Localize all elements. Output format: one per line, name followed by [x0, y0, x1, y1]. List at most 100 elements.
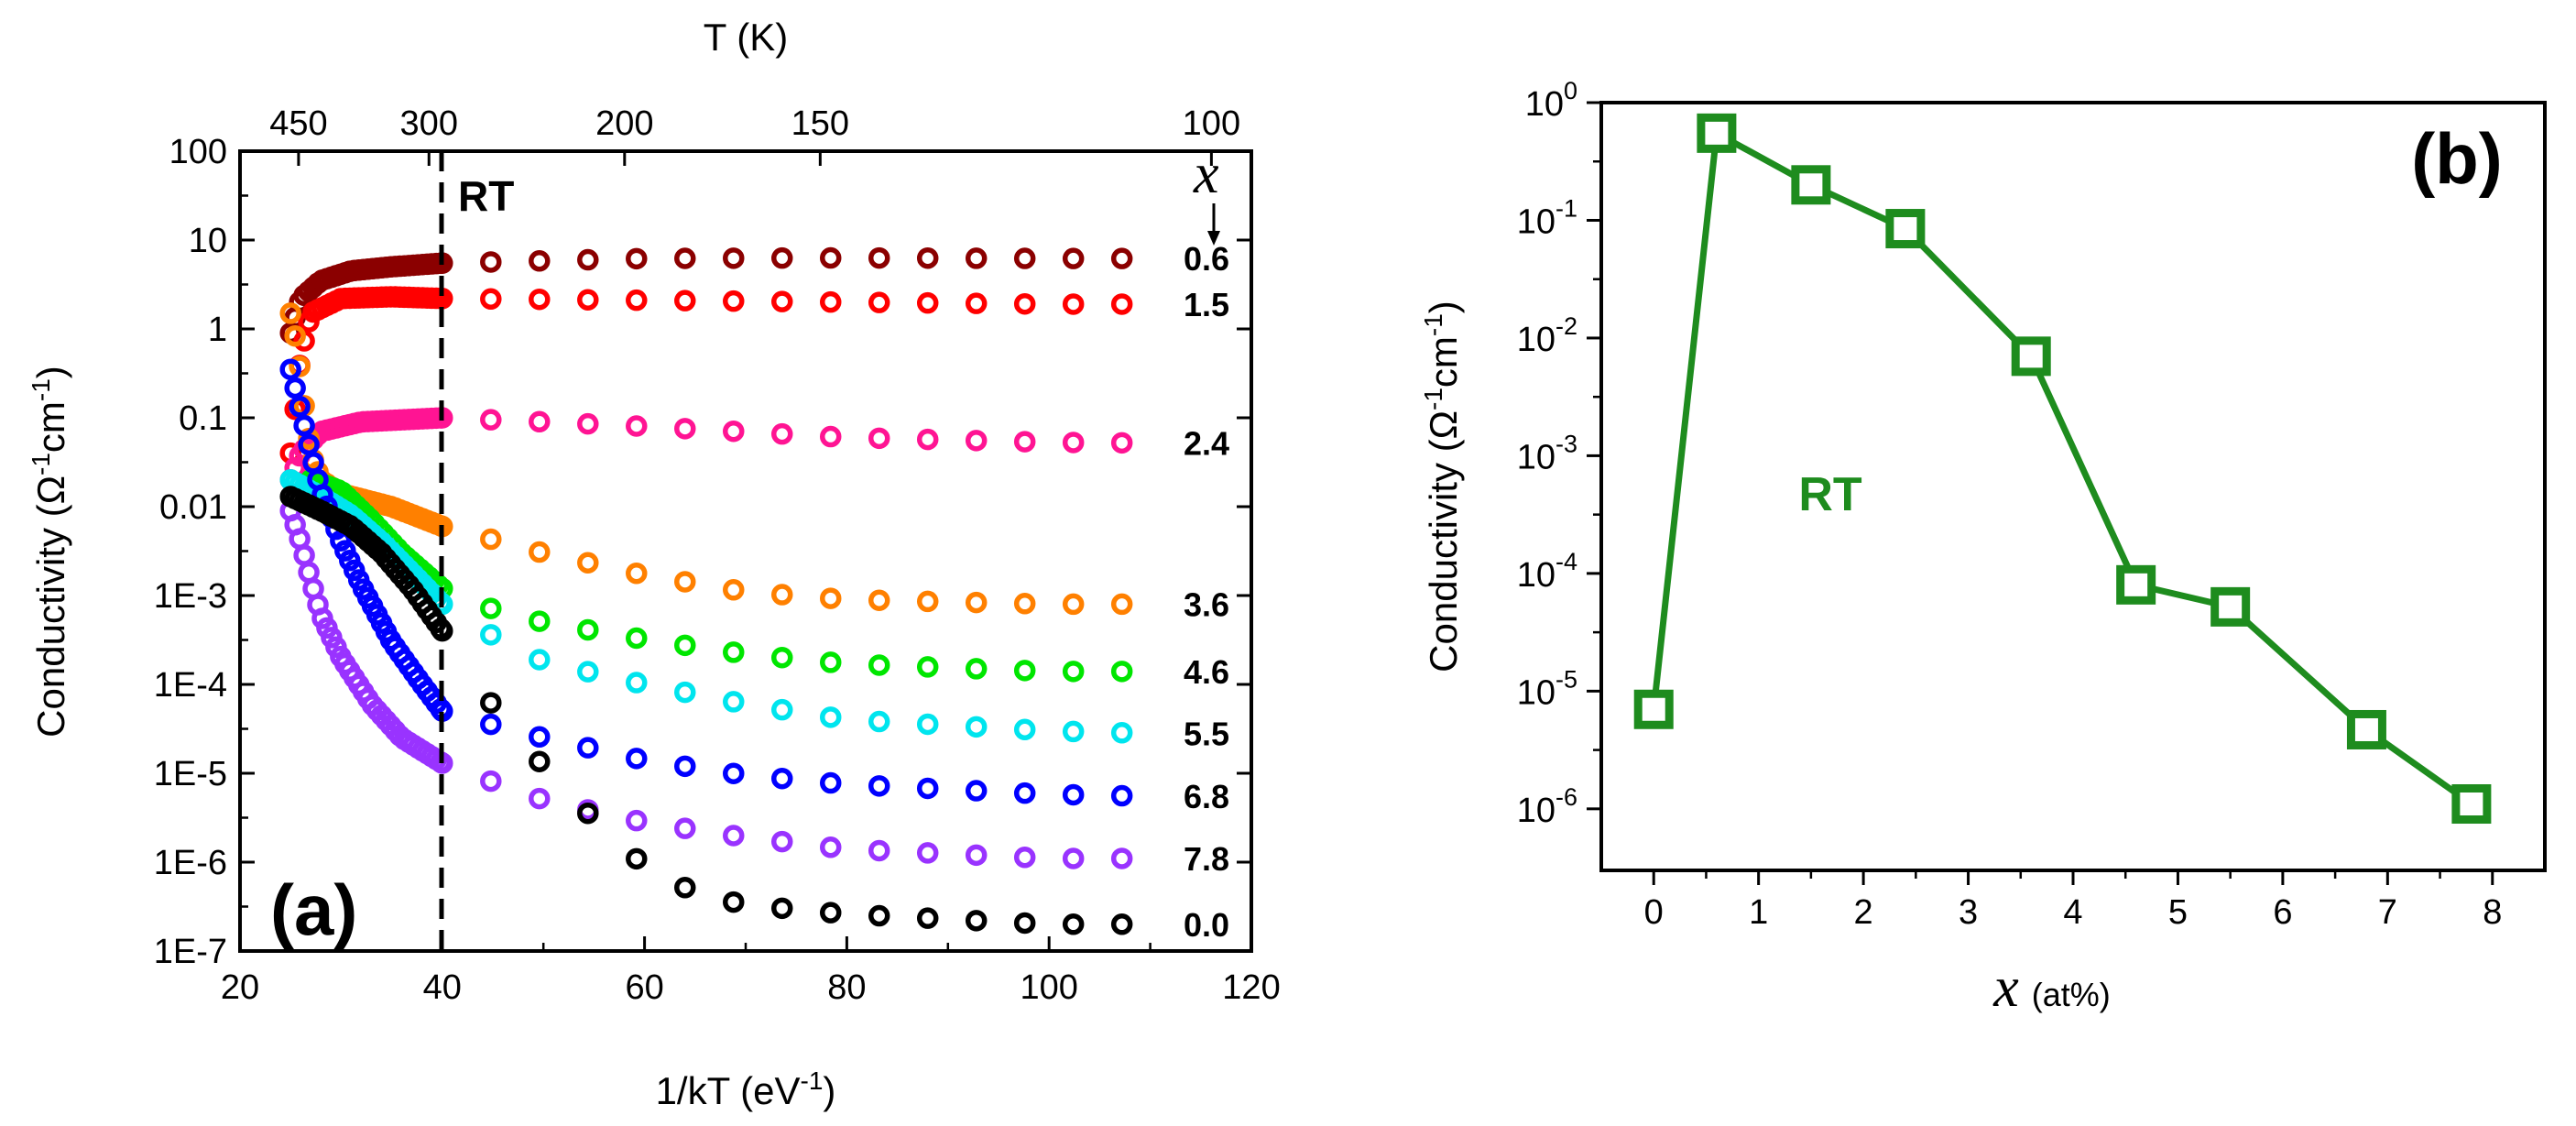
- data-point: [770, 290, 793, 312]
- data-point: [626, 847, 648, 870]
- data-point: [868, 904, 890, 927]
- a-y-tick-label: 0.01: [159, 488, 227, 527]
- data-point: [819, 836, 842, 858]
- data-point: [1110, 593, 1133, 616]
- a-top-tick-label: 200: [595, 104, 653, 143]
- data-point: [577, 802, 599, 825]
- data-point: [674, 290, 696, 312]
- data-point: [1062, 913, 1085, 935]
- panel-a-x-axis-title: 1/kT (eV-1): [656, 1066, 836, 1112]
- data-point: [1062, 593, 1085, 616]
- a-x-tick-label: 100: [1020, 968, 1077, 1007]
- data-point: [1013, 718, 1036, 741]
- rt-label-a: RT: [458, 172, 514, 220]
- data-point: [529, 250, 551, 272]
- data-point: [284, 377, 306, 399]
- data-point: [770, 246, 793, 269]
- a-top-tick-label: 450: [269, 104, 327, 143]
- b-ylabel-sup2: -1: [1419, 313, 1447, 336]
- data-point: [1013, 593, 1036, 615]
- b-x-tick-label: 7: [2378, 893, 2397, 932]
- data-point: [1013, 847, 1036, 869]
- data-point: [626, 627, 648, 650]
- data-point: [819, 902, 842, 924]
- data-point: [480, 624, 502, 646]
- data-point: [626, 289, 648, 312]
- data-point: [1110, 784, 1133, 807]
- data-point: [770, 646, 793, 669]
- series-label-0.6: 0.6: [1184, 240, 1229, 278]
- a-y-tick-label: 1E-6: [154, 844, 227, 882]
- data-point: [1013, 292, 1036, 315]
- legend-down-arrow-icon: [1207, 203, 1220, 246]
- series-6.8: [279, 358, 1133, 807]
- data-point: [770, 767, 793, 790]
- data-point: [723, 891, 745, 913]
- data-point: [916, 842, 939, 864]
- data-point: [1013, 431, 1036, 453]
- a-ylabel-sup1: -1: [27, 453, 55, 476]
- b-y-tick-label: 100: [1525, 77, 1577, 124]
- b-xlabel-symbol: x: [1992, 957, 2019, 1019]
- data-point: [279, 302, 301, 324]
- data-point: [480, 597, 502, 619]
- data-point: [868, 291, 890, 313]
- series-label-0.0: 0.0: [1184, 906, 1229, 944]
- b-xlabel-unit: (at%): [2032, 976, 2111, 1013]
- b-x-tick-label: 6: [2273, 893, 2292, 932]
- data-point: [674, 634, 696, 657]
- data-point: [965, 591, 988, 614]
- b-data-point: [1791, 165, 1831, 205]
- panel-a-y-ticks: 100 10 1 0.1 0.01 1E-3 1E-4 1E-5 1E-6 1E-7: [154, 133, 1251, 971]
- data-point: [674, 681, 696, 704]
- b-y-tick-label: 10-2: [1517, 312, 1577, 359]
- panel-a-y-axis-title: Conductivity (Ω-1cm-1): [27, 366, 72, 738]
- panel-a-tag: (a): [270, 869, 357, 950]
- data-point: [819, 587, 842, 609]
- data-point: [1062, 720, 1085, 743]
- data-point: [480, 409, 502, 431]
- data-point: [293, 414, 315, 437]
- a-y-tick-label: 1E-4: [154, 666, 227, 705]
- series-label-6.8: 6.8: [1184, 778, 1229, 815]
- b-data-point: [1697, 113, 1737, 153]
- data-point: [723, 420, 745, 443]
- series-2.4: [279, 407, 1133, 491]
- b-y-tick-label: 10-5: [1517, 665, 1577, 712]
- data-point: [770, 830, 793, 853]
- b-y-tick-label: 10-1: [1517, 194, 1577, 241]
- data-point: [723, 762, 745, 784]
- a-xlabel-sup: -1: [801, 1066, 824, 1095]
- b-ylabel-omega: Ω: [1422, 410, 1465, 439]
- data-point: [916, 246, 939, 269]
- data-point: [626, 562, 648, 585]
- data-point: [284, 324, 306, 347]
- data-point: [723, 579, 745, 601]
- data-point: [1062, 847, 1085, 869]
- panel-b-x-ticks: 0 1 2 3 4 5 6 7 8: [1644, 870, 2502, 932]
- a-x-tick-label: 120: [1222, 968, 1280, 1007]
- panel-a: 100 10 1 0.1 0.01 1E-3 1E-4 1E-5 1E-6 1E-7 20 40 60…: [27, 16, 1281, 1112]
- data-point: [868, 710, 890, 733]
- data-point: [626, 809, 648, 832]
- a-y-tick-label: 1E-3: [154, 577, 227, 616]
- data-point: [965, 910, 988, 932]
- b-ylabel-prefix: Conductivity (: [1422, 439, 1465, 672]
- data-point: [674, 755, 696, 778]
- data-point: [1110, 847, 1133, 869]
- data-point: [626, 748, 648, 770]
- series-label-1.5: 1.5: [1184, 286, 1229, 323]
- data-point: [480, 251, 502, 273]
- data-point: [529, 541, 551, 563]
- panel-a-x-ticks: 20 40 60 80 100 120: [221, 936, 1281, 1007]
- a-y-tick-label: 10: [189, 222, 227, 260]
- a-top-tick-label: 300: [400, 104, 458, 143]
- a-ylabel-sup2: -1: [27, 378, 55, 401]
- data-point: [626, 415, 648, 437]
- a-y-tick-label: 1E-5: [154, 755, 227, 793]
- data-point: [916, 656, 939, 678]
- data-point: [965, 292, 988, 314]
- data-point: [577, 737, 599, 759]
- b-x-tick-label: 5: [2168, 893, 2188, 932]
